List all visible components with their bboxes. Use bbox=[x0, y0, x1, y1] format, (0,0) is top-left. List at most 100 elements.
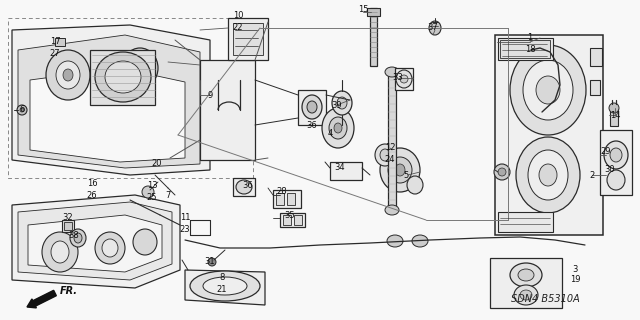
Bar bbox=[55, 38, 65, 46]
Text: 19: 19 bbox=[570, 276, 580, 284]
Bar bbox=[590, 48, 602, 66]
Bar bbox=[276, 193, 284, 205]
Ellipse shape bbox=[498, 168, 506, 176]
Bar bbox=[233, 178, 255, 196]
Ellipse shape bbox=[329, 117, 347, 139]
Ellipse shape bbox=[105, 61, 141, 93]
Polygon shape bbox=[12, 195, 180, 288]
Ellipse shape bbox=[494, 164, 510, 180]
Text: 14: 14 bbox=[610, 110, 620, 119]
Ellipse shape bbox=[70, 229, 86, 247]
Ellipse shape bbox=[380, 148, 420, 192]
Ellipse shape bbox=[412, 235, 428, 247]
Ellipse shape bbox=[528, 150, 568, 200]
Ellipse shape bbox=[74, 233, 82, 243]
Polygon shape bbox=[12, 25, 210, 175]
Text: 39: 39 bbox=[332, 100, 342, 109]
Bar bbox=[600, 130, 632, 195]
Bar bbox=[90, 50, 155, 105]
Ellipse shape bbox=[203, 277, 247, 295]
Ellipse shape bbox=[539, 164, 557, 186]
Ellipse shape bbox=[133, 229, 157, 255]
Ellipse shape bbox=[400, 75, 408, 83]
Bar bbox=[273, 190, 301, 208]
Ellipse shape bbox=[385, 205, 399, 215]
Text: 32: 32 bbox=[63, 213, 74, 222]
Ellipse shape bbox=[334, 123, 342, 133]
Bar bbox=[330, 162, 362, 180]
Text: FR.: FR. bbox=[60, 286, 78, 296]
Ellipse shape bbox=[46, 50, 90, 100]
Ellipse shape bbox=[380, 149, 390, 161]
Ellipse shape bbox=[518, 269, 534, 281]
Polygon shape bbox=[18, 202, 172, 280]
Ellipse shape bbox=[95, 52, 151, 102]
Ellipse shape bbox=[56, 61, 80, 89]
Bar bbox=[62, 220, 74, 232]
Bar bbox=[370, 8, 377, 66]
Polygon shape bbox=[28, 215, 162, 272]
Ellipse shape bbox=[95, 232, 125, 264]
Text: 10: 10 bbox=[233, 11, 243, 20]
Text: 24: 24 bbox=[385, 156, 396, 164]
Ellipse shape bbox=[63, 69, 73, 81]
Text: 22: 22 bbox=[233, 22, 243, 31]
Bar bbox=[233, 23, 263, 55]
Text: 36: 36 bbox=[243, 180, 253, 189]
Bar bbox=[495, 35, 603, 235]
Polygon shape bbox=[30, 68, 185, 162]
Text: 20: 20 bbox=[152, 158, 163, 167]
Text: 4: 4 bbox=[328, 129, 333, 138]
Bar bbox=[498, 212, 553, 232]
Ellipse shape bbox=[208, 258, 216, 266]
Ellipse shape bbox=[387, 235, 403, 247]
Ellipse shape bbox=[407, 176, 423, 194]
Ellipse shape bbox=[523, 60, 573, 120]
Text: 25: 25 bbox=[147, 193, 157, 202]
Text: 2: 2 bbox=[589, 171, 595, 180]
Polygon shape bbox=[185, 270, 265, 305]
Bar bbox=[228, 18, 268, 60]
Text: 30: 30 bbox=[605, 165, 615, 174]
Text: 17: 17 bbox=[50, 37, 60, 46]
Bar bbox=[590, 80, 600, 95]
Text: 37: 37 bbox=[428, 23, 438, 33]
Bar bbox=[498, 38, 553, 60]
Text: SDN4 B5310A: SDN4 B5310A bbox=[511, 294, 579, 304]
Ellipse shape bbox=[510, 263, 542, 287]
Text: 36: 36 bbox=[307, 121, 317, 130]
Text: 11: 11 bbox=[180, 213, 190, 222]
Text: 13: 13 bbox=[147, 180, 157, 189]
Bar bbox=[294, 215, 302, 225]
Text: 16: 16 bbox=[86, 179, 97, 188]
Ellipse shape bbox=[388, 157, 412, 183]
Ellipse shape bbox=[130, 57, 150, 79]
Ellipse shape bbox=[122, 48, 158, 88]
Ellipse shape bbox=[307, 101, 317, 113]
Bar bbox=[500, 40, 550, 58]
Bar bbox=[298, 90, 326, 125]
Ellipse shape bbox=[102, 239, 118, 257]
Text: 6: 6 bbox=[19, 106, 25, 115]
Ellipse shape bbox=[395, 164, 405, 176]
Bar bbox=[283, 215, 291, 225]
Bar bbox=[200, 60, 255, 160]
Ellipse shape bbox=[51, 241, 69, 263]
Ellipse shape bbox=[536, 76, 560, 104]
Polygon shape bbox=[18, 35, 200, 168]
Ellipse shape bbox=[520, 290, 532, 300]
Ellipse shape bbox=[604, 141, 628, 169]
Text: 38: 38 bbox=[68, 230, 79, 239]
Ellipse shape bbox=[142, 186, 154, 198]
Text: 28: 28 bbox=[276, 188, 287, 196]
Ellipse shape bbox=[42, 232, 78, 272]
Text: 1: 1 bbox=[527, 34, 532, 43]
Text: 9: 9 bbox=[207, 91, 212, 100]
Ellipse shape bbox=[236, 180, 252, 194]
Ellipse shape bbox=[337, 97, 347, 109]
Bar bbox=[280, 213, 305, 227]
Ellipse shape bbox=[375, 144, 395, 166]
Text: 8: 8 bbox=[220, 274, 225, 283]
Bar bbox=[8, 18, 253, 178]
Ellipse shape bbox=[607, 170, 625, 190]
